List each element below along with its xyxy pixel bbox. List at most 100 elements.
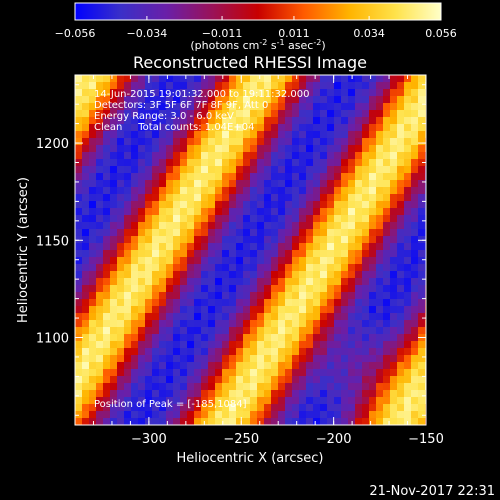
heatmap-cell	[334, 194, 342, 202]
heatmap-cell	[236, 306, 244, 314]
heatmap-cell	[334, 201, 342, 209]
heatmap-cell	[278, 411, 286, 419]
heatmap-cell	[390, 397, 398, 405]
heatmap-cell	[397, 138, 405, 146]
heatmap-cell	[194, 397, 202, 405]
heatmap-cell	[89, 124, 97, 132]
heatmap-cell	[222, 96, 230, 104]
heatmap-cell	[250, 292, 258, 300]
heatmap-cell	[369, 89, 377, 97]
heatmap-cell	[292, 103, 300, 111]
heatmap-cell	[320, 278, 328, 286]
heatmap-cell	[159, 390, 167, 398]
heatmap-cell	[236, 82, 244, 90]
heatmap-cell	[131, 362, 139, 370]
heatmap-cell	[110, 355, 118, 363]
heatmap-cell	[334, 418, 342, 425]
heatmap-cell	[222, 222, 230, 230]
heatmap-cell	[152, 187, 160, 195]
heatmap-cell	[96, 292, 104, 300]
heatmap-cell	[159, 138, 167, 146]
heatmap-cell	[390, 229, 398, 237]
heatmap-cell	[271, 285, 279, 293]
heatmap-cell	[285, 229, 293, 237]
heatmap-cell	[348, 208, 356, 216]
heatmap-cell	[117, 138, 125, 146]
heatmap-cell	[397, 313, 405, 321]
heatmap-cell	[313, 201, 321, 209]
heatmap-cell	[103, 376, 111, 384]
heatmap-cell	[341, 131, 349, 139]
heatmap-cell	[348, 215, 356, 223]
heatmap-cell	[397, 89, 405, 97]
heatmap-cell	[215, 138, 223, 146]
heatmap-cell	[201, 236, 209, 244]
heatmap-cell	[299, 166, 307, 174]
heatmap-cell	[166, 299, 174, 307]
heatmap-cell	[159, 201, 167, 209]
heatmap-cell	[292, 75, 300, 83]
heatmap-cell	[180, 117, 188, 125]
heatmap-cell	[264, 145, 272, 153]
heatmap-cell	[173, 110, 181, 118]
heatmap-cell	[418, 152, 426, 160]
heatmap-cell	[236, 152, 244, 160]
heatmap-cell	[411, 327, 419, 335]
heatmap-cell	[362, 285, 370, 293]
heatmap-cell	[82, 362, 90, 370]
heatmap-cell	[376, 306, 384, 314]
heatmap-cell	[397, 264, 405, 272]
heatmap-cell	[243, 215, 251, 223]
heatmap-cell	[194, 222, 202, 230]
heatmap-cell	[201, 362, 209, 370]
heatmap-cell	[250, 117, 258, 125]
heatmap-cell	[201, 299, 209, 307]
heatmap-cell	[229, 96, 237, 104]
heatmap-cell	[313, 222, 321, 230]
heatmap-cell	[411, 250, 419, 258]
heatmap-cell	[201, 96, 209, 104]
heatmap-cell	[194, 292, 202, 300]
colorbar-tick-label: −0.011	[202, 27, 243, 40]
heatmap-cell	[418, 138, 426, 146]
heatmap-cell	[208, 383, 216, 391]
heatmap-cell	[397, 152, 405, 160]
heatmap-cell	[271, 194, 279, 202]
heatmap-cell	[306, 285, 314, 293]
heatmap-cell	[355, 355, 363, 363]
heatmap-cell	[82, 131, 90, 139]
heatmap-cell	[131, 152, 139, 160]
heatmap-cell	[152, 271, 160, 279]
heatmap-cell	[173, 250, 181, 258]
heatmap-cell	[285, 411, 293, 419]
heatmap-cell	[152, 215, 160, 223]
heatmap-cell	[390, 180, 398, 188]
heatmap-cell	[208, 369, 216, 377]
heatmap-cell	[138, 166, 146, 174]
heatmap-cell	[320, 124, 328, 132]
heatmap-cell	[299, 180, 307, 188]
heatmap-cell	[369, 348, 377, 356]
heatmap-cell	[418, 229, 426, 237]
heatmap-cell	[138, 89, 146, 97]
heatmap-cell	[159, 96, 167, 104]
heatmap-cell	[124, 159, 132, 167]
heatmap-cell	[327, 348, 335, 356]
heatmap-cell	[404, 117, 412, 125]
heatmap-cell	[194, 75, 202, 83]
heatmap-cell	[327, 229, 335, 237]
heatmap-cell	[257, 348, 265, 356]
heatmap-cell	[222, 257, 230, 265]
heatmap-cell	[138, 285, 146, 293]
heatmap-cell	[208, 110, 216, 118]
heatmap-cell	[229, 292, 237, 300]
heatmap-cell	[194, 82, 202, 90]
heatmap-cell	[180, 313, 188, 321]
heatmap-cell	[257, 313, 265, 321]
heatmap-cell	[390, 166, 398, 174]
heatmap-cell	[362, 397, 370, 405]
heatmap-cell	[362, 411, 370, 419]
heatmap-cell	[152, 173, 160, 181]
heatmap-cell	[376, 355, 384, 363]
heatmap-cell	[173, 369, 181, 377]
